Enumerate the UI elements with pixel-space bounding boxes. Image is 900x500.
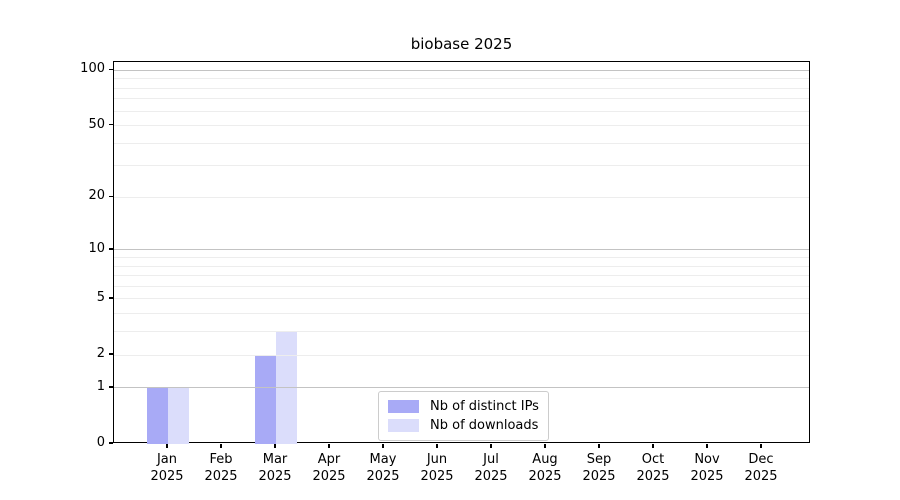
grid-line-major — [114, 249, 809, 250]
x-tick-label: Aug 2025 — [528, 452, 562, 484]
x-tick-mark — [706, 444, 708, 448]
chart-title: biobase 2025 — [410, 35, 513, 53]
legend-entry: Nb of distinct IPs — [388, 397, 539, 416]
y-tick-label: 5 — [96, 289, 105, 305]
grid-line-minor — [114, 78, 809, 79]
x-tick-label: Sep 2025 — [582, 452, 616, 484]
grid-line-major — [114, 387, 809, 388]
y-tick-label: 100 — [80, 61, 105, 77]
y-tick-label: 20 — [88, 188, 105, 204]
y-tick-mark — [109, 386, 113, 388]
x-tick-label: Apr 2025 — [312, 452, 346, 484]
x-tick-mark — [544, 444, 546, 448]
x-tick-label: Mar 2025 — [258, 452, 292, 484]
x-tick-label: Jan 2025 — [150, 452, 184, 484]
x-tick-mark — [382, 444, 384, 448]
x-tick-mark — [436, 444, 438, 448]
x-tick-label: Nov 2025 — [690, 452, 724, 484]
bar-distinct-ips — [147, 387, 168, 444]
x-tick-label: Feb 2025 — [204, 452, 238, 484]
grid-line-minor — [114, 197, 809, 198]
grid-line-minor — [114, 257, 809, 258]
grid-line-minor — [114, 355, 809, 356]
grid-line-minor — [114, 266, 809, 267]
y-tick-label: 50 — [88, 116, 105, 132]
x-tick-label: Dec 2025 — [744, 452, 778, 484]
grid-line-minor — [114, 286, 809, 287]
grid-line-minor — [114, 331, 809, 332]
x-tick-mark — [490, 444, 492, 448]
gridlines-layer — [114, 62, 809, 442]
bar-distinct-ips — [255, 355, 276, 444]
legend-entry: Nb of downloads — [388, 416, 539, 435]
bar-downloads — [168, 387, 189, 444]
grid-line-minor — [114, 275, 809, 276]
legend-swatch-0 — [388, 400, 419, 413]
x-tick-mark — [220, 444, 222, 448]
y-tick-mark — [109, 442, 113, 444]
x-tick-label: May 2025 — [366, 452, 400, 484]
grid-line-minor — [114, 165, 809, 166]
y-tick-mark — [109, 195, 113, 198]
y-tick-label: 1 — [96, 378, 105, 394]
y-tick-mark — [109, 297, 113, 299]
legend-swatch-1 — [388, 419, 419, 432]
grid-line-minor — [114, 298, 809, 299]
y-tick-label: 0 — [96, 435, 105, 450]
grid-line-minor — [114, 143, 809, 144]
grid-line-minor — [114, 111, 809, 112]
y-tick-mark — [109, 123, 113, 126]
legend-label: Nb of distinct IPs — [430, 399, 539, 414]
plot-area — [113, 61, 810, 444]
x-tick-mark — [274, 444, 276, 448]
grid-line-minor — [114, 88, 809, 89]
x-tick-label: Jun 2025 — [420, 452, 454, 484]
y-tick-mark — [109, 248, 113, 250]
y-tick-mark — [109, 68, 113, 70]
legend-label: Nb of downloads — [430, 418, 539, 433]
y-tick-label: 10 — [88, 240, 105, 256]
x-tick-mark — [328, 444, 330, 448]
grid-line-major — [114, 70, 809, 71]
x-tick-label: Jul 2025 — [474, 452, 508, 484]
x-tick-mark — [760, 444, 762, 448]
grid-line-minor — [114, 98, 809, 99]
y-tick-label: 2 — [96, 346, 105, 362]
grid-line-minor — [114, 313, 809, 314]
grid-line-minor — [114, 125, 809, 126]
x-tick-mark — [598, 444, 600, 448]
x-tick-mark — [166, 444, 168, 448]
x-tick-mark — [652, 444, 654, 448]
legend: Nb of distinct IPs Nb of downloads — [378, 391, 549, 441]
x-tick-label: Oct 2025 — [636, 452, 670, 484]
y-tick-mark — [109, 353, 113, 355]
